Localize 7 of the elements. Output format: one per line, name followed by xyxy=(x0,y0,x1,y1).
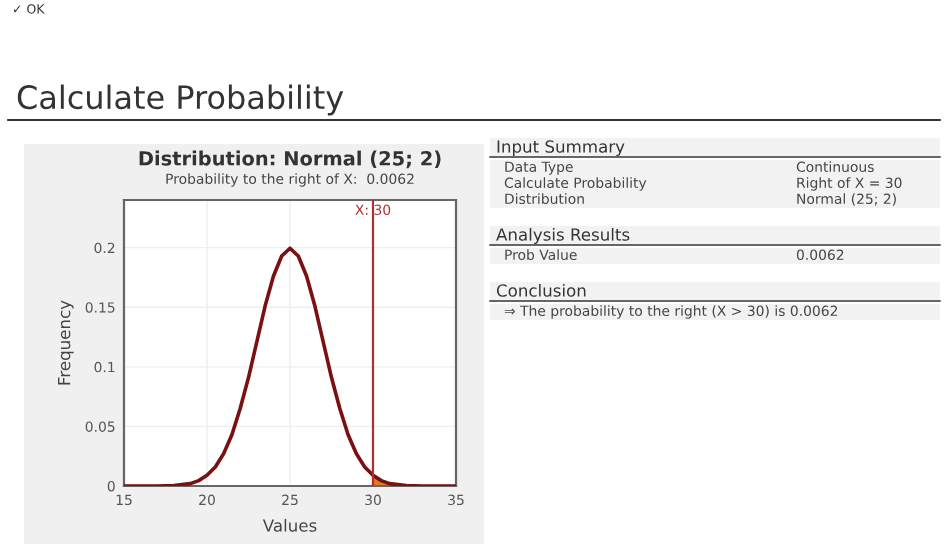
x-axis-title: Values xyxy=(262,518,317,532)
y-axis-title: Frequency xyxy=(58,300,74,385)
text: Input Summary xyxy=(497,140,625,157)
text: Analysis Results xyxy=(496,227,630,245)
chart-title: Distribution: Normal (25; 2) xyxy=(139,150,441,169)
text: Conclusion xyxy=(496,283,586,297)
text: Calculate Probability xyxy=(17,84,344,116)
